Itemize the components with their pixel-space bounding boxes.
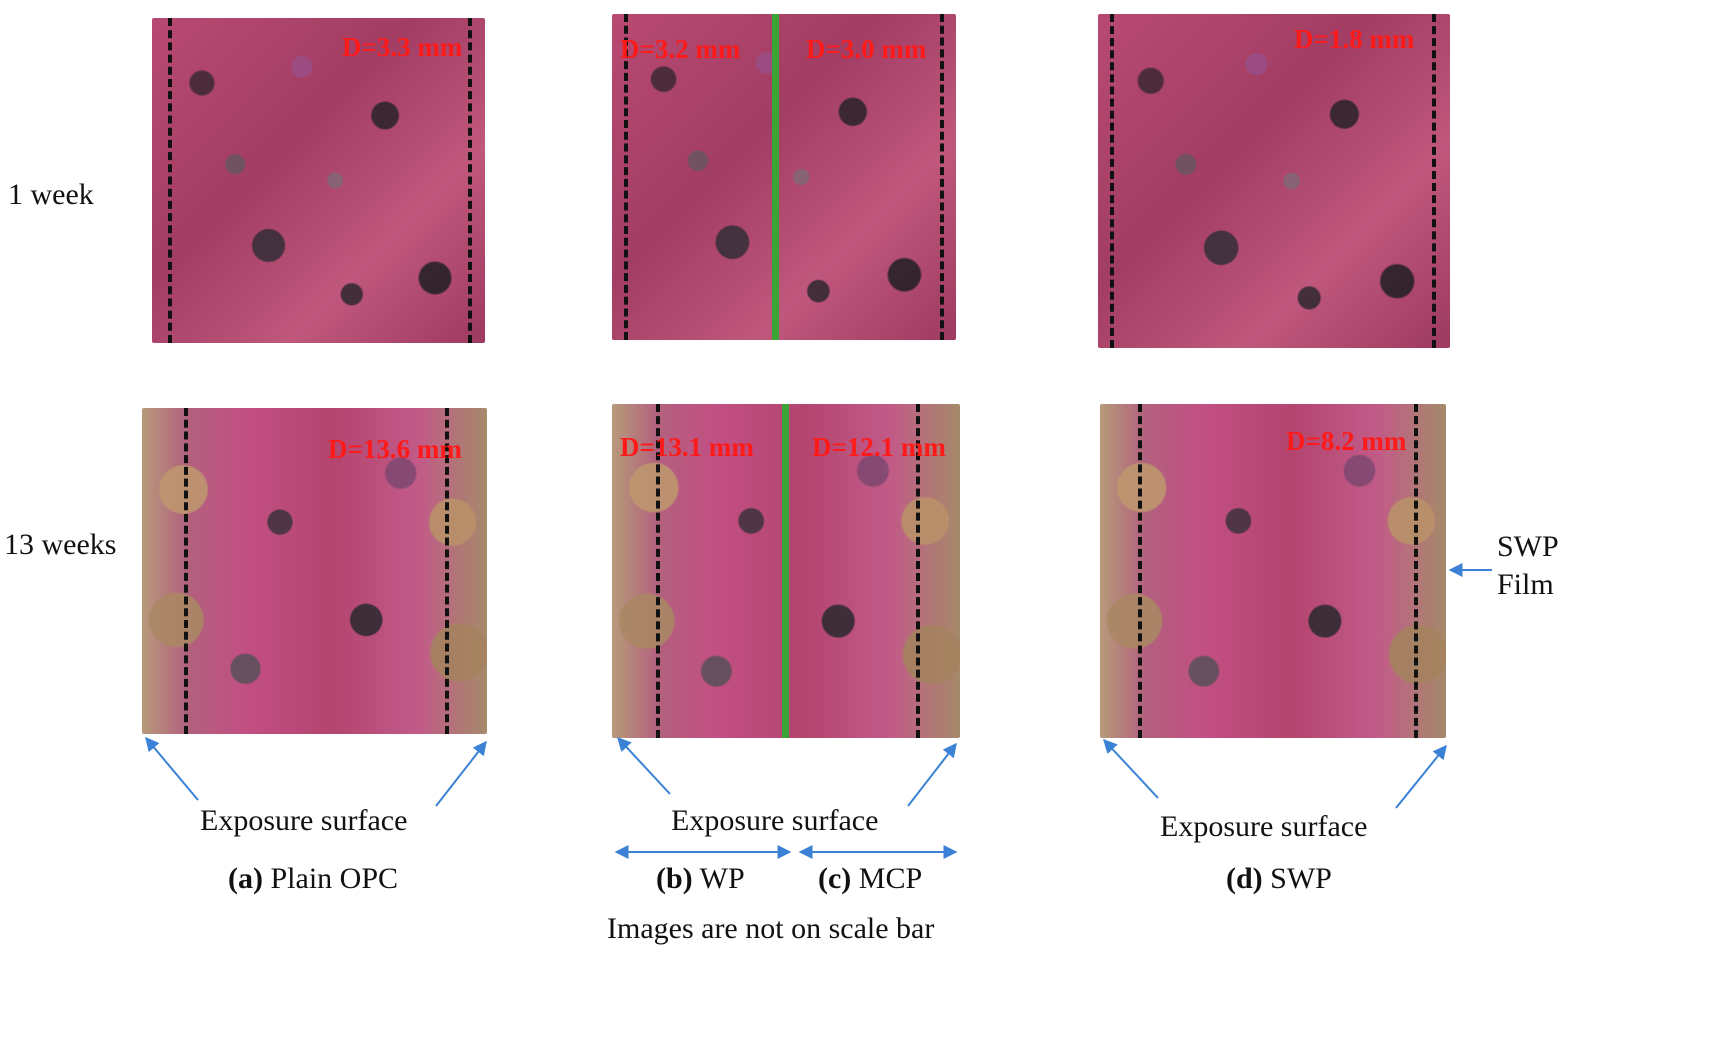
swp-film-label-line1: SWP (1497, 530, 1559, 563)
exposure-surface-label-a: Exposure surface (200, 804, 408, 837)
caption-a: (a) Plain OPC (228, 862, 398, 896)
exposure-depth-line-left (184, 408, 188, 734)
specimen-bc-1-week: D=3.2 mm D=3.0 mm (612, 14, 956, 340)
depth-label-c-13-weeks: D=12.1 mm (812, 432, 946, 462)
depth-label-a-13-weeks: D=13.6 mm (328, 434, 462, 464)
caption-b: (b) WP (656, 862, 745, 896)
exposure-depth-line-right (468, 18, 472, 343)
caption-a-letter: (a) (228, 862, 263, 895)
exposure-depth-line-left (656, 404, 660, 738)
depth-label-d-13-weeks: D=8.2 mm (1286, 426, 1407, 456)
depth-label-b-1-week: D=3.2 mm (620, 34, 741, 64)
scale-note: Images are not on scale bar (607, 912, 935, 945)
exposure-arrow-a-left (145, 736, 199, 801)
specimen-a-13-weeks: D=13.6 mm (142, 408, 487, 734)
depth-label-b-13-weeks: D=13.1 mm (620, 432, 754, 462)
exposure-arrow-d-left (1103, 738, 1159, 799)
depth-label-d-1-week: D=1.8 mm (1294, 24, 1415, 54)
caption-c: (c) MCP (818, 862, 922, 896)
swp-film-label: SWP Film (1497, 528, 1559, 604)
exposure-depth-line-right (1414, 404, 1418, 738)
exposure-depth-line-right (940, 14, 944, 340)
exposure-depth-line-left (168, 18, 172, 343)
swp-film-label-line2: Film (1497, 568, 1554, 601)
caption-d-letter: (d) (1226, 862, 1263, 895)
depth-label-a-1-week: D=3.3 mm (342, 32, 463, 62)
exposure-arrow-d-right (1395, 744, 1447, 809)
specimen-a-1-week: D=3.3 mm (152, 18, 485, 343)
exposure-depth-line-right (445, 408, 449, 734)
wp-mcp-divider (772, 14, 779, 340)
exposure-depth-line-right (916, 404, 920, 738)
exposure-depth-line-left (624, 14, 628, 340)
wp-mcp-divider (782, 404, 789, 738)
exposure-surface-label-d: Exposure surface (1160, 810, 1368, 843)
specimen-bc-13-weeks: D=13.1 mm D=12.1 mm (612, 404, 960, 738)
caption-b-text: WP (699, 862, 745, 895)
specimen-d-13-weeks: D=8.2 mm (1100, 404, 1446, 738)
exposure-depth-line-right (1432, 14, 1436, 348)
caption-c-text: MCP (858, 862, 923, 895)
exposure-arrow-bc-right (907, 742, 957, 807)
caption-c-letter: (c) (818, 862, 852, 895)
depth-label-c-1-week: D=3.0 mm (806, 34, 927, 64)
exposure-depth-line-left (1138, 404, 1142, 738)
exposure-arrow-bc-left (617, 736, 671, 795)
caption-d: (d) SWP (1226, 862, 1332, 896)
caption-d-text: SWP (1270, 862, 1332, 895)
specimen-d-1-week: D=1.8 mm (1098, 14, 1450, 348)
exposure-depth-line-left (1110, 14, 1114, 348)
caption-b-letter: (b) (656, 862, 693, 895)
exposure-arrow-a-right (435, 740, 487, 807)
caption-a-text: Plain OPC (270, 862, 399, 895)
row-label-1-week: 1 week (8, 178, 94, 211)
exposure-surface-label-bc: Exposure surface (671, 804, 879, 837)
row-label-13-weeks: 13 weeks (4, 528, 117, 561)
